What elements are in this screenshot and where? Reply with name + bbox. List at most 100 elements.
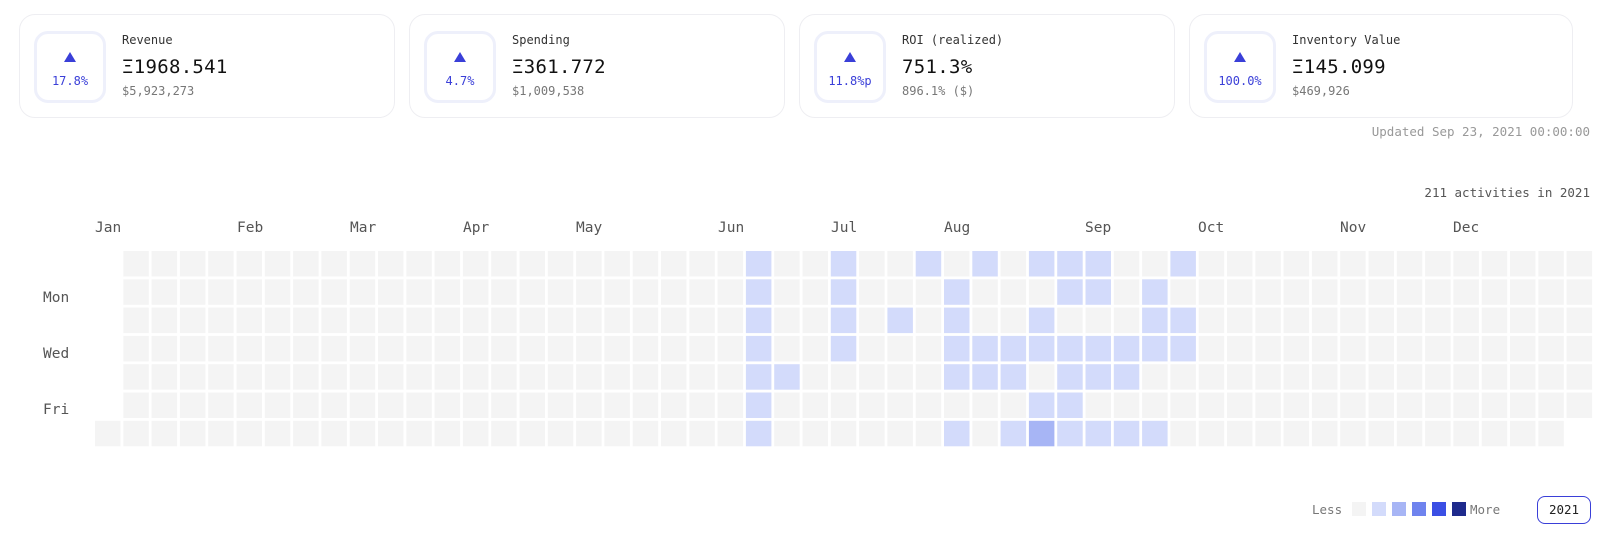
heatmap-cell[interactable] xyxy=(321,364,347,390)
heatmap-cell[interactable] xyxy=(717,420,744,447)
heatmap-cell[interactable] xyxy=(1170,251,1196,277)
heatmap-cell[interactable] xyxy=(519,420,546,447)
heatmap-cell[interactable] xyxy=(236,279,263,305)
heatmap-cell[interactable] xyxy=(1198,392,1225,419)
heatmap-cell[interactable] xyxy=(576,251,602,277)
heatmap-cell[interactable] xyxy=(1085,392,1112,419)
heatmap-cell[interactable] xyxy=(1340,392,1366,419)
heatmap-cell[interactable] xyxy=(378,251,404,277)
heatmap-cell[interactable] xyxy=(1085,364,1112,390)
heatmap-cell[interactable] xyxy=(774,420,800,447)
heatmap-cell[interactable] xyxy=(1170,307,1196,334)
heatmap-cell[interactable] xyxy=(1142,335,1168,362)
heatmap-cell[interactable] xyxy=(1057,420,1083,447)
heatmap-cell[interactable] xyxy=(1227,335,1253,362)
heatmap-cell[interactable] xyxy=(802,251,829,277)
heatmap-cell[interactable] xyxy=(689,364,715,390)
heatmap-cell[interactable] xyxy=(1028,364,1055,390)
heatmap-cell[interactable] xyxy=(1538,251,1564,277)
heatmap-cell[interactable] xyxy=(1481,392,1508,419)
heatmap-cell[interactable] xyxy=(576,392,602,419)
heatmap-cell[interactable] xyxy=(689,307,715,334)
heatmap-cell[interactable] xyxy=(576,279,602,305)
heatmap-cell[interactable] xyxy=(661,251,687,277)
heatmap-cell[interactable] xyxy=(1085,307,1112,334)
heatmap-cell[interactable] xyxy=(1481,364,1508,390)
heatmap-cell[interactable] xyxy=(434,364,461,390)
heatmap-cell[interactable] xyxy=(1368,279,1395,305)
heatmap-cell[interactable] xyxy=(293,364,319,390)
heatmap-cell[interactable] xyxy=(745,335,772,362)
heatmap-cell[interactable] xyxy=(95,420,121,447)
heatmap-cell[interactable] xyxy=(1227,392,1253,419)
heatmap-cell[interactable] xyxy=(1198,335,1225,362)
heatmap-cell[interactable] xyxy=(179,420,206,447)
heatmap-cell[interactable] xyxy=(1283,392,1310,419)
heatmap-cell[interactable] xyxy=(123,364,149,390)
heatmap-cell[interactable] xyxy=(1142,392,1168,419)
heatmap-cell[interactable] xyxy=(1311,335,1338,362)
heatmap-cell[interactable] xyxy=(1028,420,1055,447)
heatmap-cell[interactable] xyxy=(632,420,659,447)
heatmap-cell[interactable] xyxy=(1113,251,1140,277)
heatmap-cell[interactable] xyxy=(321,307,347,334)
heatmap-cell[interactable] xyxy=(859,420,885,447)
heatmap-cell[interactable] xyxy=(462,364,489,390)
heatmap-cell[interactable] xyxy=(1368,392,1395,419)
heatmap-cell[interactable] xyxy=(547,420,574,447)
heatmap-cell[interactable] xyxy=(462,392,489,419)
heatmap-cell[interactable] xyxy=(1453,364,1479,390)
heatmap-cell[interactable] xyxy=(745,420,772,447)
heatmap-cell[interactable] xyxy=(378,279,404,305)
heatmap-cell[interactable] xyxy=(519,335,546,362)
heatmap-cell[interactable] xyxy=(406,307,432,334)
heatmap-cell[interactable] xyxy=(1142,251,1168,277)
heatmap-cell[interactable] xyxy=(915,420,942,447)
heatmap-cell[interactable] xyxy=(208,364,234,390)
heatmap-cell[interactable] xyxy=(1028,392,1055,419)
heatmap-cell[interactable] xyxy=(1396,279,1423,305)
heatmap-cell[interactable] xyxy=(1255,335,1281,362)
heatmap-cell[interactable] xyxy=(972,364,998,390)
heatmap-cell[interactable] xyxy=(1510,420,1536,447)
heatmap-cell[interactable] xyxy=(151,251,178,277)
heatmap-cell[interactable] xyxy=(1340,251,1366,277)
heatmap-cell[interactable] xyxy=(887,335,913,362)
heatmap-cell[interactable] xyxy=(1028,335,1055,362)
heatmap-cell[interactable] xyxy=(604,279,630,305)
heatmap-cell[interactable] xyxy=(519,392,546,419)
heatmap-cell[interactable] xyxy=(491,420,517,447)
heatmap-cell[interactable] xyxy=(717,251,744,277)
year-select-button[interactable]: 2021 xyxy=(1537,496,1591,524)
heatmap-cell[interactable] xyxy=(745,392,772,419)
heatmap-cell[interactable] xyxy=(1283,279,1310,305)
heatmap-cell[interactable] xyxy=(1000,364,1027,390)
heatmap-cell[interactable] xyxy=(1481,335,1508,362)
heatmap-cell[interactable] xyxy=(972,335,998,362)
heatmap-cell[interactable] xyxy=(1538,392,1564,419)
heatmap-cell[interactable] xyxy=(661,307,687,334)
heatmap-cell[interactable] xyxy=(293,420,319,447)
heatmap-cell[interactable] xyxy=(661,279,687,305)
heatmap-cell[interactable] xyxy=(1538,279,1564,305)
heatmap-cell[interactable] xyxy=(1396,335,1423,362)
heatmap-cell[interactable] xyxy=(1311,364,1338,390)
heatmap-cell[interactable] xyxy=(576,420,602,447)
heatmap-cell[interactable] xyxy=(236,335,263,362)
heatmap-cell[interactable] xyxy=(1057,364,1083,390)
heatmap-cell[interactable] xyxy=(944,392,970,419)
heatmap-cell[interactable] xyxy=(632,279,659,305)
heatmap-cell[interactable] xyxy=(1481,420,1508,447)
heatmap-cell[interactable] xyxy=(208,279,234,305)
heatmap-cell[interactable] xyxy=(1566,251,1593,277)
heatmap-cell[interactable] xyxy=(859,392,885,419)
heatmap-cell[interactable] xyxy=(972,279,998,305)
heatmap-cell[interactable] xyxy=(179,392,206,419)
heatmap-cell[interactable] xyxy=(1142,364,1168,390)
heatmap-cell[interactable] xyxy=(576,364,602,390)
heatmap-cell[interactable] xyxy=(1510,392,1536,419)
heatmap-cell[interactable] xyxy=(519,251,546,277)
heatmap-cell[interactable] xyxy=(1566,307,1593,334)
heatmap-cell[interactable] xyxy=(151,364,178,390)
heatmap-cell[interactable] xyxy=(944,307,970,334)
